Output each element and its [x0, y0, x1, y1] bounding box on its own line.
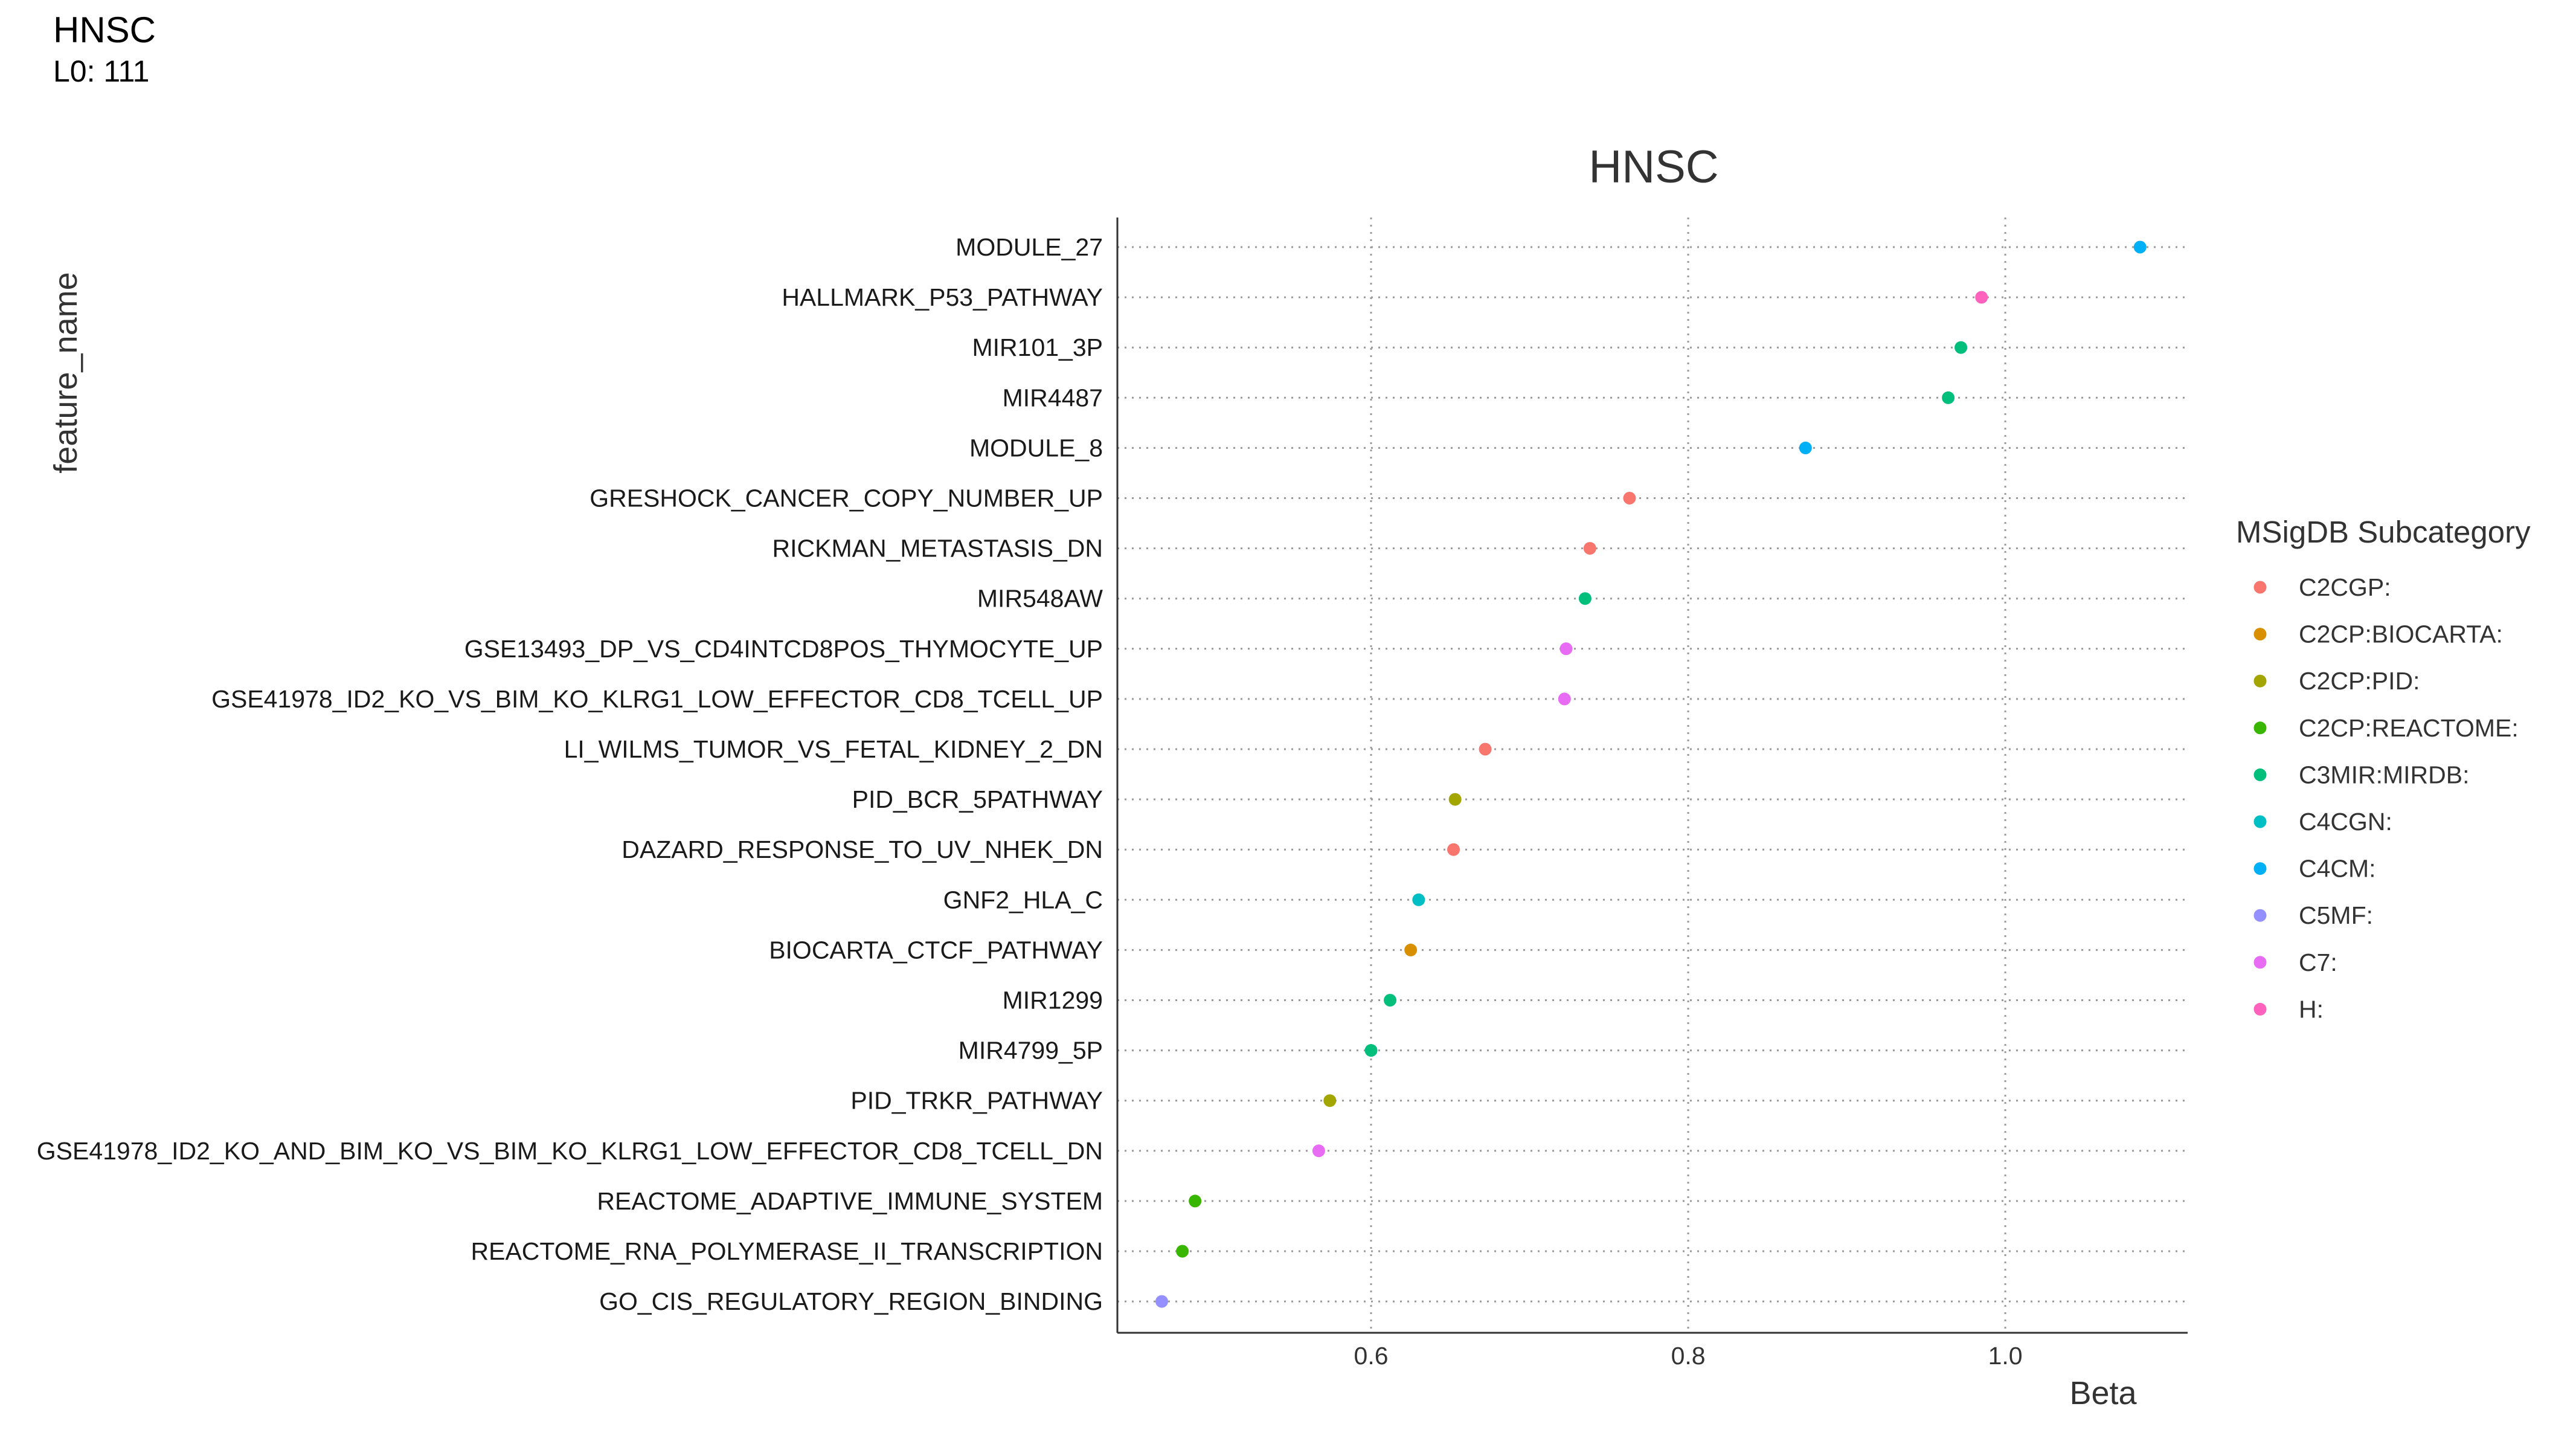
legend-label: C2CP:BIOCARTA:	[2299, 620, 2503, 648]
data-point	[1559, 642, 1573, 656]
data-point	[1323, 1094, 1337, 1107]
data-point	[1189, 1194, 1202, 1208]
data-point	[1312, 1144, 1325, 1158]
legend-swatch	[2253, 956, 2267, 969]
data-point	[1623, 492, 1636, 504]
y-tick-label: MIR548AW	[977, 585, 1103, 613]
y-tick-label: MIR4487	[1003, 384, 1103, 411]
chart-title: HNSC	[1588, 141, 1718, 193]
y-tick-label: MIR4799_5P	[959, 1037, 1103, 1065]
y-tick-label: BIOCARTA_CTCF_PATHWAY	[769, 936, 1103, 964]
axes	[1116, 218, 2188, 1334]
y-tick-label: MIR1299	[1003, 987, 1103, 1014]
legend-items: C2CGP: C2CP:BIOCARTA: C2CP:PID: C2CP:REACTO…	[2253, 573, 2519, 1023]
legend-swatch	[2253, 628, 2267, 641]
data-point	[2133, 240, 2147, 254]
data-point	[1384, 994, 1397, 1007]
data-point	[1479, 743, 1492, 756]
data-point	[1448, 793, 1462, 806]
data-point	[1412, 893, 1425, 906]
legend-label: C5MF:	[2299, 901, 2373, 929]
data-point	[1583, 542, 1596, 555]
x-tick-labels: 0.6 0.8 1.0	[1354, 1342, 2023, 1370]
legend-swatch	[2253, 721, 2267, 735]
y-axis-title: feature_name	[48, 272, 84, 473]
y-tick-label: REACTOME_ADAPTIVE_IMMUNE_SYSTEM	[597, 1187, 1103, 1215]
y-tick-label: GO_CIS_REGULATORY_REGION_BINDING	[599, 1287, 1103, 1315]
data-point	[1578, 592, 1592, 605]
y-tick-label: GSE13493_DP_VS_CD4INTCD8POS_THYMOCYTE_UP	[464, 635, 1103, 663]
y-tick-label: HALLMARK_P53_PATHWAY	[782, 283, 1103, 311]
data-point	[1942, 391, 1955, 404]
figure-header-title: HNSC	[53, 10, 156, 50]
y-tick-label: RICKMAN_METASTASIS_DN	[772, 535, 1103, 562]
y-tick-label: MIR101_3P	[972, 334, 1103, 361]
legend-swatch	[2253, 1002, 2267, 1016]
data-point	[1176, 1245, 1189, 1258]
data-point	[1447, 843, 1460, 856]
legend-label: C4CM:	[2299, 855, 2376, 883]
y-tick-label: PID_TRKR_PATHWAY	[850, 1087, 1103, 1115]
y-tick-label: GNF2_HLA_C	[943, 886, 1103, 914]
legend-swatch	[2253, 909, 2267, 922]
x-tick-label: 0.8	[1671, 1342, 1706, 1370]
legend-swatch	[2253, 768, 2267, 781]
figure-header: HNSC L0: 111	[53, 8, 156, 91]
x-tick-label: 1.0	[1988, 1342, 2023, 1370]
y-tick-label: GRESHOCK_CANCER_COPY_NUMBER_UP	[589, 485, 1103, 512]
data-point	[1404, 943, 1418, 956]
data-point	[1364, 1044, 1378, 1057]
y-tick-labels: MODULE_27 HALLMARK_P53_PATHWAY MIR101_3P MI…	[37, 233, 1103, 1315]
grid-lines	[1117, 218, 2188, 1333]
legend-swatch	[2253, 862, 2267, 875]
data-point	[1558, 692, 1571, 706]
data-point	[1954, 341, 1968, 354]
legend-swatch	[2253, 815, 2267, 828]
y-tick-label: REACTOME_RNA_POLYMERASE_II_TRANSCRIPTION	[471, 1237, 1103, 1265]
data-points	[1155, 240, 2147, 1308]
y-tick-label: GSE41978_ID2_KO_VS_BIM_KO_KLRG1_LOW_EFFE…	[211, 685, 1103, 713]
x-tick-label: 0.6	[1354, 1342, 1389, 1370]
legend-label: C4CGN:	[2299, 808, 2392, 836]
figure-header-subtitle: L0: 111	[53, 54, 150, 88]
data-point	[1975, 291, 1988, 304]
data-point	[1155, 1295, 1169, 1308]
legend-label: C3MIR:MIRDB:	[2299, 761, 2469, 788]
data-point	[1799, 441, 1812, 454]
y-tick-label: GSE41978_ID2_KO_AND_BIM_KO_VS_BIM_KO_KLR…	[37, 1137, 1103, 1165]
legend-label: C7:	[2299, 949, 2337, 976]
legend-swatch	[2253, 674, 2267, 688]
legend-label: H:	[2299, 995, 2324, 1023]
legend-swatch	[2253, 581, 2267, 594]
legend-label: C2CP:PID:	[2299, 667, 2420, 695]
y-tick-label: DAZARD_RESPONSE_TO_UV_NHEK_DN	[622, 836, 1103, 863]
y-tick-label: LI_WILMS_TUMOR_VS_FETAL_KIDNEY_2_DN	[564, 735, 1103, 763]
x-axis-title: Beta	[2069, 1375, 2137, 1411]
legend-title: MSigDB Subcategory	[2236, 515, 2531, 549]
legend: MSigDB Subcategory C2CGP:C2CP:BIOCARTA:C…	[2236, 515, 2531, 1023]
legend-label: C2CP:REACTOME:	[2299, 714, 2519, 742]
y-tick-label: MODULE_8	[969, 434, 1103, 462]
y-tick-label: PID_BCR_5PATHWAY	[852, 785, 1103, 813]
legend-label: C2CGP:	[2299, 573, 2391, 601]
y-tick-label: MODULE_27	[956, 233, 1103, 261]
